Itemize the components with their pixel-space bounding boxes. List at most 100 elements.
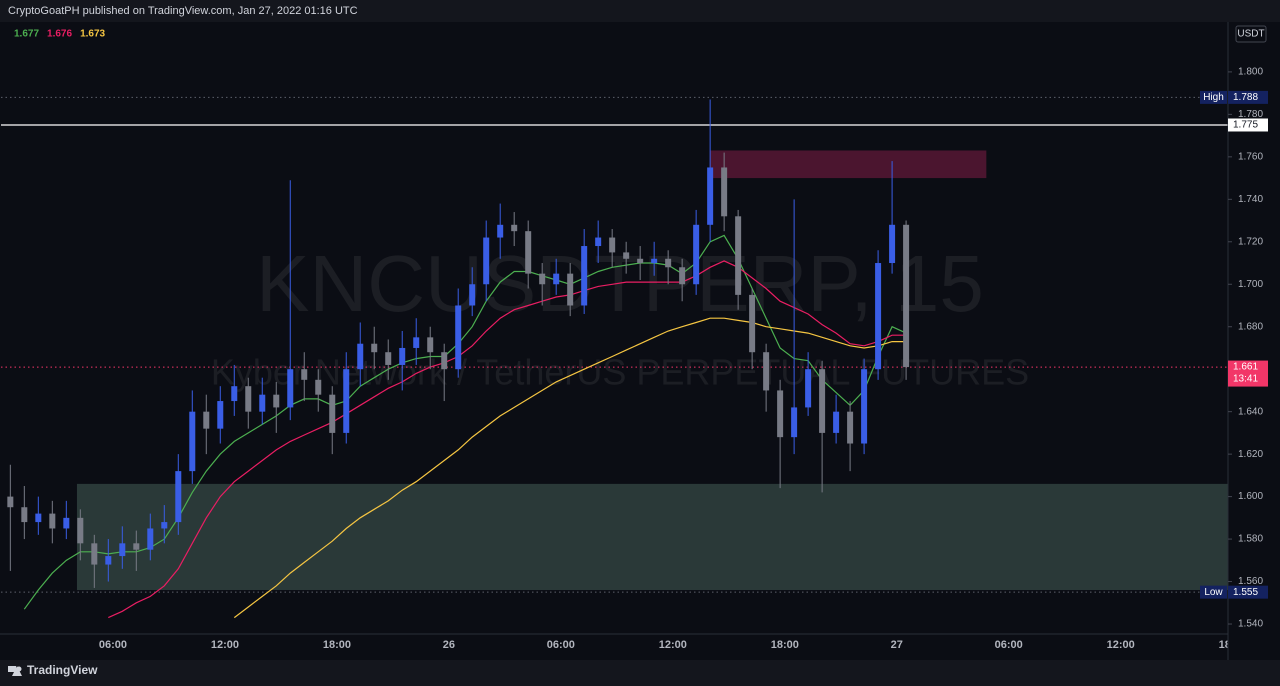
candle-body	[119, 543, 126, 557]
candle-body	[371, 343, 378, 353]
candle-body	[833, 411, 840, 433]
price-line-name: High	[1203, 92, 1224, 103]
moving-average-line	[23, 234, 907, 610]
candle-body	[679, 267, 686, 285]
candle-body	[693, 224, 700, 285]
candle-body	[861, 369, 868, 444]
price-label: 1.661	[1233, 362, 1258, 373]
candle-body	[147, 528, 154, 550]
x-tick-label: 12:00	[211, 639, 239, 651]
y-axis: 1.5401.5601.5801.6001.6201.6401.6601.680…	[1200, 67, 1268, 630]
legend: 1.677 1.676 1.673	[14, 29, 106, 40]
candle-body	[483, 237, 490, 285]
candle-body	[819, 369, 826, 433]
logo-mark	[12, 666, 22, 676]
candle-body	[469, 284, 476, 306]
candle-body	[581, 246, 588, 306]
candle-body	[595, 237, 602, 247]
candle-body	[497, 224, 504, 238]
candle-body	[805, 369, 812, 408]
candle-body	[847, 411, 854, 444]
candle-body	[903, 224, 910, 368]
price-label-box	[1228, 90, 1268, 104]
candle-body	[315, 379, 322, 395]
candle-body	[77, 517, 84, 544]
y-tick-label: 1.780	[1238, 109, 1263, 120]
header-bar	[0, 0, 1280, 22]
price-label-box	[1228, 585, 1268, 599]
candle-body	[749, 294, 756, 353]
x-tick-label: 27	[891, 639, 903, 651]
footer-brand: TradingView	[27, 663, 98, 677]
price-label: 1.775	[1233, 120, 1258, 131]
y-tick-label: 1.540	[1238, 619, 1263, 630]
legend-value: 1.673	[80, 29, 105, 40]
y-tick-label: 1.620	[1238, 449, 1263, 460]
candle-body	[651, 258, 658, 264]
candle-body	[91, 543, 98, 565]
candle-body	[35, 513, 42, 523]
plot-area	[1, 96, 1228, 619]
y-tick-label: 1.580	[1238, 534, 1263, 545]
candle-body	[343, 369, 350, 433]
candle-body	[63, 517, 70, 529]
candle-body	[553, 273, 560, 285]
y-tick-label: 1.560	[1238, 576, 1263, 587]
x-tick-label: 06:00	[995, 639, 1023, 651]
logo-mark	[8, 666, 16, 672]
x-tick-label: 12:00	[659, 639, 687, 651]
candle-body	[301, 369, 308, 380]
candle-body	[245, 386, 252, 412]
y-tick-label: 1.720	[1238, 236, 1263, 247]
candle-body	[259, 394, 266, 412]
candle-body	[637, 258, 644, 264]
candle-body	[203, 411, 210, 429]
countdown-label: 13:41	[1233, 374, 1258, 385]
candle-body	[133, 543, 140, 550]
candle-body	[357, 343, 364, 370]
price-label: 1.788	[1233, 92, 1258, 103]
currency-box	[1235, 25, 1267, 43]
y-tick-label: 1.740	[1238, 194, 1263, 205]
price-label: 1.555	[1233, 587, 1258, 598]
candle-body	[665, 258, 672, 268]
y-tick-label: 1.680	[1238, 321, 1263, 332]
x-tick-label: 18:00	[323, 639, 351, 651]
candle-body	[161, 522, 168, 529]
candle-body	[21, 507, 28, 523]
y-tick-label: 1.700	[1238, 279, 1263, 290]
candle-body	[777, 390, 784, 438]
zone	[709, 150, 987, 179]
candle-body	[7, 496, 14, 508]
candle-body	[413, 337, 420, 348]
zone	[76, 483, 1228, 591]
x-tick-label: 18:00	[771, 639, 799, 651]
price-line-name-box	[1200, 585, 1227, 599]
candle-body	[525, 231, 532, 274]
candle-body	[175, 471, 182, 523]
candle-body	[105, 556, 112, 565]
price-label-box	[1228, 360, 1268, 387]
candle-body	[217, 401, 224, 429]
candle-body	[287, 369, 294, 408]
candle-body	[721, 167, 728, 217]
candle-body	[455, 305, 462, 370]
candle-body	[273, 394, 280, 408]
y-tick-label: 1.600	[1238, 491, 1263, 502]
candle-body	[707, 167, 714, 225]
y-tick-label: 1.760	[1238, 151, 1263, 162]
candle-body	[399, 347, 406, 365]
legend-value: 1.676	[47, 29, 72, 40]
candle-body	[385, 352, 392, 365]
price-label-box	[1228, 118, 1268, 132]
currency-label: USDT	[1237, 29, 1264, 40]
candle-body	[329, 394, 336, 433]
candle-body	[791, 407, 798, 438]
candle-body	[623, 252, 630, 259]
x-tick-label: 06:00	[547, 639, 575, 651]
candle-body	[441, 352, 448, 370]
x-tick-label: 12:00	[1107, 639, 1135, 651]
